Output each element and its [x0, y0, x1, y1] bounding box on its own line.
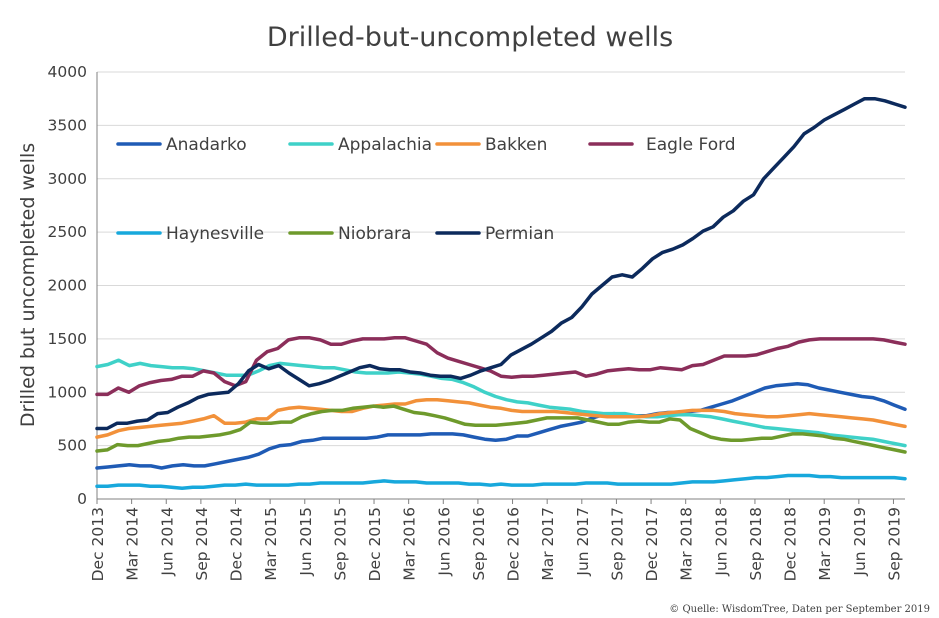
x-tick-label: Jun 2014: [158, 507, 176, 577]
x-tick-label: Jun 2017: [574, 507, 592, 577]
source-note: © Quelle: WisdomTree, Daten per Septembe…: [669, 604, 930, 615]
y-tick-label: 3500: [48, 116, 87, 134]
y-tick-label: 1500: [48, 330, 87, 348]
legend: Anadarko Appalachia Bakken Eagle Ford Haynes…: [116, 135, 736, 244]
series-line-anadarko: [95, 381, 907, 470]
y-tick-label: 500: [57, 437, 87, 455]
legend-item-anadarko: Anadarko: [116, 135, 247, 155]
legend-item-niobrara: Niobrara: [288, 224, 411, 244]
legend-item-bakken: Bakken: [435, 135, 547, 155]
gridlines: [97, 71, 905, 447]
x-tick-label: Dec 2014: [228, 507, 246, 581]
x-tick-label: Mar 2018: [678, 507, 696, 581]
x-tick-label: Dec 2017: [643, 507, 661, 581]
legend-item-appalachia: Appalachia: [288, 135, 432, 155]
legend-label: Bakken: [485, 135, 547, 155]
x-tick-label: Sep 2019: [885, 507, 903, 581]
y-axis-ticks: 0 500 1000 1500 2000 2500 3000 3500 4000: [48, 63, 87, 508]
series-line-permian: [95, 96, 907, 431]
x-tick-label: Dec 2018: [782, 507, 800, 581]
x-tick-label: Mar 2014: [124, 507, 142, 581]
x-axis-ticks: Dec 2013 Mar 2014 Jun 2014 Sep 2014 Dec 2014…: [89, 499, 903, 581]
series-line-haynesville: [95, 473, 907, 491]
series-line-niobrara: [95, 404, 907, 454]
y-tick-label: 1000: [48, 383, 87, 401]
legend-label: Anadarko: [166, 135, 247, 155]
legend-label: Appalachia: [338, 135, 432, 155]
series-line-eagle-ford: [95, 336, 907, 397]
legend-item-eagle-ford: Eagle Ford: [588, 135, 736, 155]
y-axis-label: Drilled but uncompleted wells: [17, 143, 39, 427]
x-tick-label: Jun 2019: [851, 507, 869, 577]
x-tick-label: Jun 2016: [435, 507, 453, 577]
legend-label: Niobrara: [338, 224, 411, 244]
x-tick-label: Jun 2015: [297, 507, 315, 577]
legend-label: Eagle Ford: [646, 135, 736, 155]
x-tick-label: Sep 2015: [331, 507, 349, 581]
legend-item-haynesville: Haynesville: [116, 224, 264, 244]
x-tick-label: Sep 2017: [608, 507, 626, 581]
y-tick-label: 2000: [48, 277, 87, 295]
y-tick-label: 3000: [48, 170, 87, 188]
x-tick-label: Sep 2014: [193, 507, 211, 581]
y-tick-label: 0: [77, 490, 87, 508]
series-line-bakken: [95, 397, 907, 439]
x-tick-label: Dec 2013: [89, 507, 107, 581]
legend-label: Permian: [485, 224, 554, 244]
y-tick-label: 4000: [48, 63, 87, 81]
x-tick-label: Sep 2016: [470, 507, 488, 581]
legend-item-permian: Permian: [435, 224, 554, 244]
chart-title: Drilled-but-uncompleted wells: [267, 22, 673, 53]
x-tick-label: Mar 2016: [401, 507, 419, 581]
x-tick-label: Dec 2015: [366, 507, 384, 581]
legend-label: Haynesville: [166, 224, 264, 244]
series-lines: [95, 96, 907, 491]
x-tick-label: Mar 2019: [816, 507, 834, 581]
x-tick-label: Dec 2016: [505, 507, 523, 581]
x-tick-label: Mar 2015: [262, 507, 280, 581]
y-tick-label: 2500: [48, 223, 87, 241]
x-tick-label: Jun 2018: [712, 507, 730, 577]
x-tick-label: Sep 2018: [747, 507, 765, 581]
series-line-appalachia: [95, 358, 907, 448]
x-tick-label: Mar 2017: [539, 507, 557, 581]
